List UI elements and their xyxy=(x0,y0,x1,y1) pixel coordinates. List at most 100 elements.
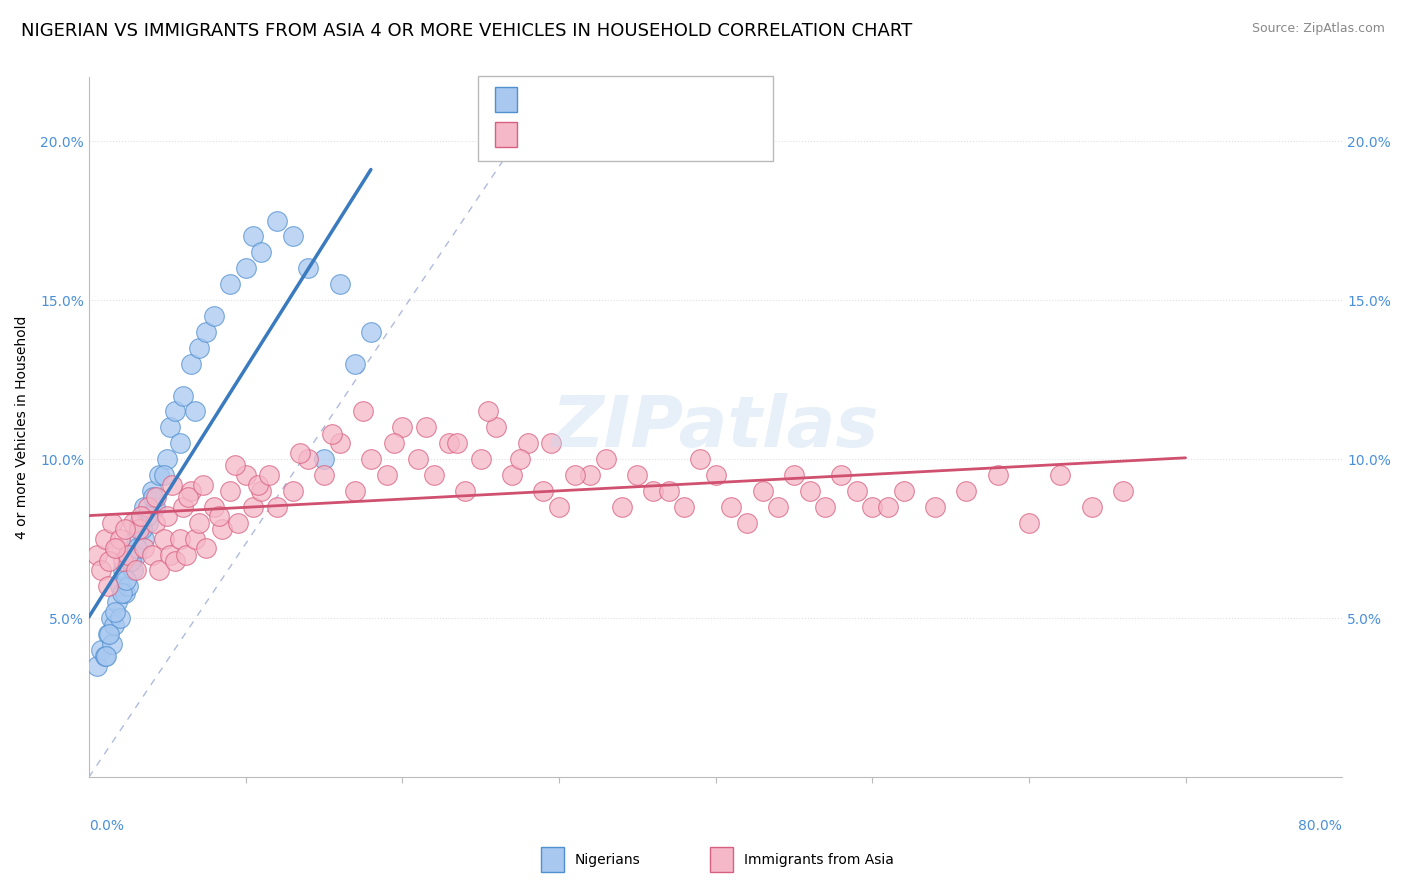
Text: R =: R = xyxy=(529,92,562,106)
Point xyxy=(860,500,883,514)
Point xyxy=(160,477,183,491)
Point xyxy=(540,436,562,450)
Text: Immigrants from Asia: Immigrants from Asia xyxy=(744,853,894,867)
Point xyxy=(156,452,179,467)
Point xyxy=(141,548,163,562)
Point xyxy=(297,452,319,467)
Point xyxy=(159,548,181,562)
Point xyxy=(454,483,477,498)
Point xyxy=(143,516,166,530)
Point xyxy=(509,452,531,467)
Point xyxy=(108,532,131,546)
Point xyxy=(579,468,602,483)
Point xyxy=(115,573,138,587)
Point xyxy=(242,229,264,244)
Text: Source: ZipAtlas.com: Source: ZipAtlas.com xyxy=(1251,22,1385,36)
Text: 0.144: 0.144 xyxy=(571,128,619,142)
Point xyxy=(1112,483,1135,498)
Point xyxy=(117,548,139,562)
Point xyxy=(360,452,382,467)
Point xyxy=(266,213,288,227)
Point xyxy=(98,627,121,641)
Point xyxy=(125,532,148,546)
Point xyxy=(768,500,790,514)
Text: 80.0%: 80.0% xyxy=(1298,819,1343,833)
Point xyxy=(257,468,280,483)
Point xyxy=(172,388,194,402)
Point xyxy=(108,579,131,593)
Point xyxy=(90,564,112,578)
Point xyxy=(564,468,586,483)
Point xyxy=(120,554,142,568)
Point xyxy=(437,436,460,450)
Point xyxy=(924,500,946,514)
Point xyxy=(195,541,218,556)
Point xyxy=(125,548,148,562)
Point xyxy=(105,541,128,556)
Point xyxy=(485,420,508,434)
Point xyxy=(121,564,143,578)
Point xyxy=(360,325,382,339)
Point xyxy=(101,516,124,530)
Point xyxy=(180,483,202,498)
Point xyxy=(187,516,209,530)
Point xyxy=(153,532,176,546)
Point xyxy=(799,483,821,498)
Point xyxy=(422,468,444,483)
Point xyxy=(163,554,186,568)
Point xyxy=(180,357,202,371)
Point xyxy=(193,477,215,491)
Point xyxy=(344,357,367,371)
Text: N =: N = xyxy=(630,92,664,106)
Point xyxy=(101,637,124,651)
Point xyxy=(218,483,240,498)
Point xyxy=(673,500,696,514)
Point xyxy=(138,500,160,514)
Point xyxy=(375,468,398,483)
Point xyxy=(148,468,170,483)
Text: 0.535: 0.535 xyxy=(571,92,619,106)
Point xyxy=(1049,468,1071,483)
Point xyxy=(446,436,468,450)
Point xyxy=(247,477,270,491)
Point xyxy=(98,554,121,568)
Point xyxy=(195,325,218,339)
Point xyxy=(783,468,806,483)
Text: 0.0%: 0.0% xyxy=(89,819,124,833)
Point xyxy=(242,500,264,514)
Point xyxy=(202,500,225,514)
Point xyxy=(104,605,127,619)
Point xyxy=(127,541,149,556)
Point xyxy=(132,500,155,514)
Point xyxy=(751,483,773,498)
Point xyxy=(250,483,273,498)
Point xyxy=(156,509,179,524)
Point xyxy=(172,500,194,514)
Point xyxy=(477,404,499,418)
Point xyxy=(610,500,633,514)
Point xyxy=(142,490,165,504)
Point xyxy=(138,516,160,530)
Point xyxy=(845,483,868,498)
Point xyxy=(406,452,429,467)
Point xyxy=(328,277,350,292)
Point xyxy=(250,245,273,260)
Point xyxy=(128,522,150,536)
Point xyxy=(153,468,176,483)
Point xyxy=(141,483,163,498)
Point xyxy=(184,404,207,418)
Point xyxy=(415,420,437,434)
Point xyxy=(531,483,554,498)
Point xyxy=(266,500,288,514)
Point xyxy=(111,585,134,599)
Point xyxy=(208,509,231,524)
Point xyxy=(516,436,538,450)
Point xyxy=(104,541,127,556)
Point xyxy=(382,436,405,450)
Point xyxy=(100,611,122,625)
Point xyxy=(297,261,319,276)
Point xyxy=(86,548,108,562)
Point xyxy=(112,554,135,568)
Point xyxy=(312,468,335,483)
Point xyxy=(148,564,170,578)
